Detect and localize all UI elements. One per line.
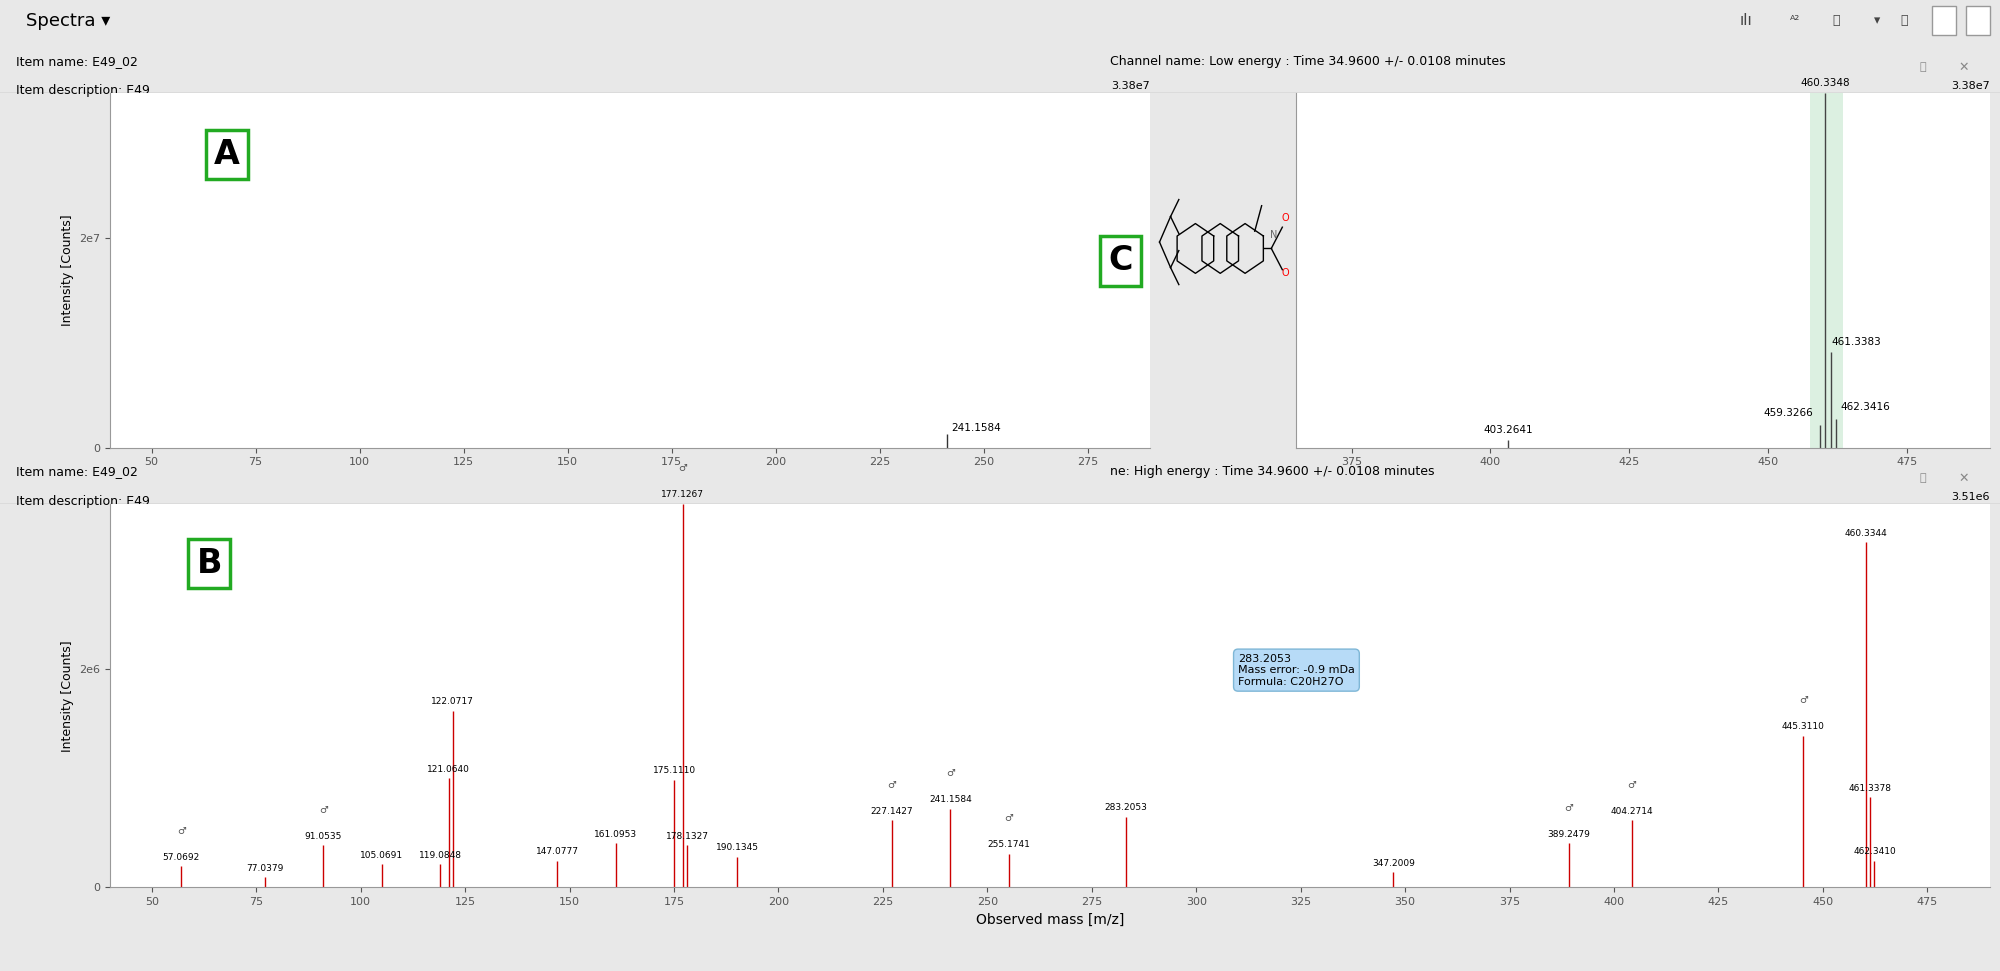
- Text: 190.1345: 190.1345: [716, 843, 758, 853]
- Text: 178.1327: 178.1327: [666, 832, 708, 841]
- Text: O: O: [1282, 268, 1288, 278]
- Text: 241.1584: 241.1584: [930, 795, 972, 804]
- Text: Item name: E49_02: Item name: E49_02: [16, 465, 138, 479]
- X-axis label: Observed mass [m/z]: Observed mass [m/z]: [976, 913, 1124, 926]
- Text: N: N: [1270, 230, 1278, 240]
- Text: 📊: 📊: [1832, 15, 1840, 27]
- Text: ✕: ✕: [1958, 472, 1968, 485]
- Text: 283.2053
Mass error: -0.9 mDa
Formula: C20H27O: 283.2053 Mass error: -0.9 mDa Formula: C…: [1238, 653, 1354, 686]
- Text: 255.1741: 255.1741: [988, 840, 1030, 849]
- Text: 461.3378: 461.3378: [1848, 784, 1892, 792]
- Bar: [1932, 6, 1956, 36]
- Text: Item description: E49: Item description: E49: [16, 84, 150, 97]
- Text: ♂: ♂: [318, 805, 328, 815]
- Text: 462.3416: 462.3416: [1840, 402, 1890, 412]
- Text: ne: High energy : Time 34.9600 +/- 0.0108 minutes: ne: High energy : Time 34.9600 +/- 0.010…: [1110, 465, 1434, 479]
- Text: A: A: [214, 138, 240, 171]
- Text: ᴬ²: ᴬ²: [1790, 15, 1800, 27]
- Text: ▾: ▾: [1874, 15, 1880, 27]
- Text: 3.51e6: 3.51e6: [1952, 492, 1990, 502]
- Text: C: C: [1108, 245, 1132, 278]
- Text: ♂: ♂: [946, 768, 954, 778]
- Text: 📌: 📌: [1920, 473, 1926, 484]
- Text: 241.1584: 241.1584: [950, 422, 1000, 433]
- Text: 445.3110: 445.3110: [1782, 722, 1824, 731]
- Text: ♂: ♂: [1798, 695, 1808, 705]
- Y-axis label: Intensity [Counts]: Intensity [Counts]: [60, 640, 74, 752]
- Text: 122.0717: 122.0717: [432, 697, 474, 707]
- Text: 175.1110: 175.1110: [652, 766, 696, 776]
- Text: 77.0379: 77.0379: [246, 863, 284, 873]
- Text: 57.0692: 57.0692: [162, 853, 200, 862]
- Text: 283.2053: 283.2053: [1104, 803, 1148, 812]
- Text: 147.0777: 147.0777: [536, 847, 578, 856]
- Text: 403.2641: 403.2641: [1484, 425, 1534, 435]
- Text: Channel name: Low energy : Time 34.9600 +/- 0.0108 minutes: Channel name: Low energy : Time 34.9600 …: [1110, 54, 1506, 68]
- Text: ılı: ılı: [1740, 14, 1752, 28]
- Text: 461.3383: 461.3383: [1832, 337, 1882, 347]
- Text: 462.3410: 462.3410: [1854, 847, 1896, 856]
- Text: 404.2714: 404.2714: [1610, 807, 1654, 816]
- Text: ♂: ♂: [1004, 813, 1014, 823]
- Text: 227.1427: 227.1427: [870, 807, 914, 816]
- Text: 460.3348: 460.3348: [1800, 78, 1850, 88]
- Text: ♂: ♂: [1628, 780, 1636, 789]
- Text: ♂: ♂: [176, 825, 186, 836]
- Y-axis label: Intensity [Counts]: Intensity [Counts]: [60, 215, 74, 326]
- Text: ♂: ♂: [1564, 803, 1574, 813]
- Text: 347.2009: 347.2009: [1372, 858, 1414, 867]
- Text: ♂: ♂: [678, 463, 688, 473]
- Text: Item description: E49: Item description: E49: [16, 494, 150, 508]
- Text: 🔍: 🔍: [1900, 15, 1908, 27]
- Bar: [1966, 6, 1990, 36]
- Text: B: B: [196, 547, 222, 580]
- Text: 119.0848: 119.0848: [418, 851, 462, 860]
- Text: Spectra ▾: Spectra ▾: [26, 12, 110, 30]
- Bar: [1810, 93, 1842, 448]
- Text: 459.3266: 459.3266: [1764, 408, 1814, 418]
- Text: 105.0691: 105.0691: [360, 851, 404, 860]
- Text: 389.2479: 389.2479: [1548, 830, 1590, 839]
- Text: 91.0535: 91.0535: [304, 832, 342, 841]
- Text: 161.0953: 161.0953: [594, 830, 638, 839]
- Text: 177.1267: 177.1267: [662, 490, 704, 499]
- Text: ♂: ♂: [888, 780, 896, 789]
- Text: 121.0640: 121.0640: [428, 764, 470, 774]
- Text: 3.38e7: 3.38e7: [1112, 82, 1150, 91]
- Text: 📌: 📌: [1920, 62, 1926, 73]
- Text: Item name: E49_02: Item name: E49_02: [16, 54, 138, 68]
- Text: 460.3344: 460.3344: [1844, 528, 1888, 538]
- Text: O: O: [1282, 213, 1288, 222]
- Text: 3.38e7: 3.38e7: [1952, 82, 1990, 91]
- Text: ✕: ✕: [1958, 61, 1968, 74]
